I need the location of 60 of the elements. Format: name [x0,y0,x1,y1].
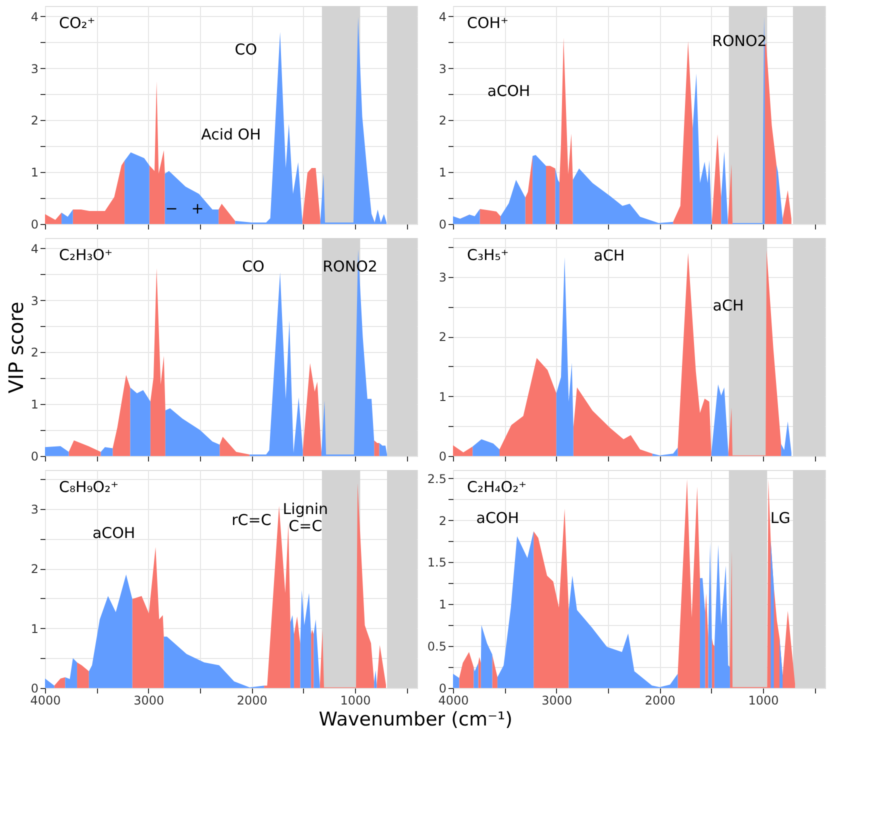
text: C₂H₄O₂⁺ [467,478,527,496]
y-tick-label: 0 [438,450,446,464]
y-tick-label: 3 [30,502,38,516]
annotation: aCOH [487,82,530,100]
y-tick-label: 4 [30,10,38,24]
x-tick-label: 1000 [340,694,371,708]
x-tick-label: 2000 [236,694,268,708]
x-tick-label: 3000 [134,694,164,708]
y-tick-label: 2 [438,114,446,128]
annotation: RONO2 [322,257,378,276]
y-tick-label: 3 [438,270,446,284]
y-tick-label: 2 [438,330,446,344]
y-tick-label: 2 [438,514,446,528]
y-tick-label: 1 [30,622,38,636]
y-tick-label: 2 [30,114,38,128]
text: C₂H₃O⁺ [59,246,113,264]
annotation: rC=C [232,511,272,530]
annotation: CO [234,40,258,59]
text: COH⁺ [467,14,508,32]
y-tick-label: 0.5 [427,640,446,654]
y-tick-label: 0 [30,218,38,232]
x-axis-title: Wavenumber (cm⁻¹) [318,708,513,730]
x-tick-label: 2000 [644,694,676,708]
annotation: aCH [594,246,625,264]
text: C₃H₅⁺ [467,246,509,264]
annotation: CO [242,257,264,276]
annotation: aCOH [476,508,520,527]
annotation: − [165,200,178,218]
y-axis-title: VIP score [4,302,28,394]
y-tick-label: 0 [438,218,446,232]
y-tick-label: 2.5 [427,472,446,486]
y-tick-label: 1 [438,598,446,612]
x-tick-label: 4000 [30,694,61,708]
y-tick-label: 1 [30,166,38,180]
y-tick-label: 3 [30,62,38,76]
x-tick-label: 4000 [438,694,469,708]
y-tick-label: 3 [30,294,38,308]
y-tick-label: 0 [30,682,38,696]
y-tick-label: 2 [30,562,38,576]
y-tick-label: 2 [30,346,38,360]
y-tick-label: 0 [438,682,446,696]
y-tick-label: 4 [30,242,38,256]
y-tick-label: 0 [30,450,38,464]
y-tick-label: 3 [438,62,446,76]
annotation: aCH [712,296,744,315]
y-tick-label: 1 [438,166,446,180]
y-tick-label: 1 [438,390,446,404]
annotation: + [191,200,204,218]
x-tick-label: 3000 [542,694,572,708]
annotation: Acid OH [201,126,261,144]
annotation: LG [770,508,790,527]
text: C₈H₉O₂⁺ [59,478,119,496]
y-tick-label: 4 [438,10,446,24]
annotation: RONO2 [712,32,767,50]
annotation: Lignin C=C [282,500,328,536]
y-tick-label: 1 [30,398,38,412]
y-tick-label: 1.5 [427,556,446,570]
text: CO₂⁺ [59,14,96,32]
x-tick-label: 1000 [748,694,779,708]
annotation: aCOH [92,524,136,542]
